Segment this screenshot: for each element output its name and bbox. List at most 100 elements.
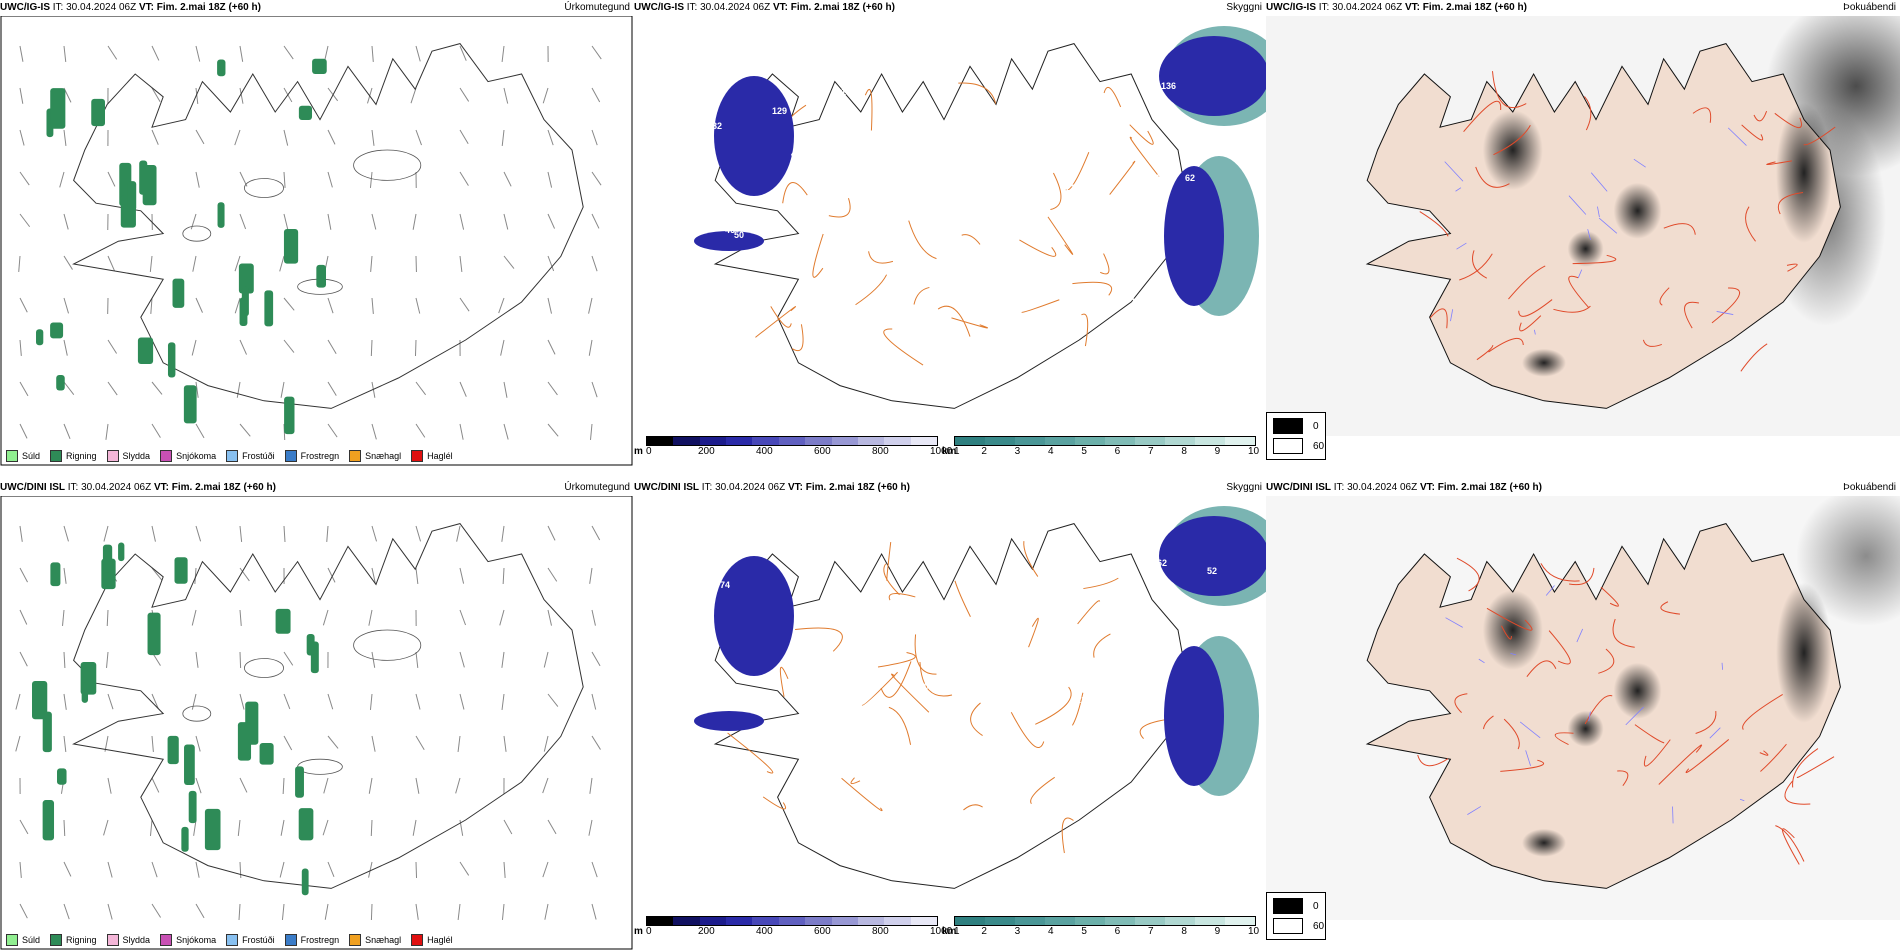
colorbar-tick: 1000 bbox=[930, 446, 953, 457]
legend-label: Snæhagl bbox=[365, 935, 402, 945]
colorbar-segment bbox=[1045, 917, 1075, 925]
colorbar-segment bbox=[857, 917, 885, 925]
vt-label: VT: bbox=[772, 2, 788, 13]
colorbar-segment bbox=[884, 437, 911, 445]
it-value: 30.04.2024 06Z bbox=[1332, 2, 1403, 13]
ceiling-value-label: 44 bbox=[1131, 200, 1141, 210]
ceiling-colorbar: m 0 200 400 600 800 1000 bbox=[634, 436, 952, 462]
legend-label: Haglél bbox=[427, 451, 453, 461]
colorbar-segment bbox=[647, 437, 674, 445]
ceiling-value-label: 37 bbox=[721, 301, 731, 311]
colorbar-segment bbox=[752, 917, 779, 925]
colorbar-segment bbox=[1105, 437, 1135, 445]
legend-label: Súld bbox=[22, 451, 41, 461]
fog-map bbox=[1266, 16, 1900, 436]
ceiling-value-label: 79 bbox=[882, 815, 892, 825]
colorbar-segment bbox=[1165, 437, 1195, 445]
fog-legend-swatch bbox=[1273, 438, 1303, 454]
ceiling-value-label: 74 bbox=[720, 580, 730, 590]
legend-swatch bbox=[6, 934, 18, 946]
panel-header: UWC/DINI ISL IT: 30.04.2024 06Z VT: Fim.… bbox=[0, 480, 634, 496]
legend-item: Rigning bbox=[50, 934, 97, 946]
legend-item: Snæhagl bbox=[349, 934, 401, 946]
ceiling-value-label: 115 bbox=[1163, 318, 1178, 328]
colorbar-segment bbox=[752, 437, 779, 445]
vt-label: VT: bbox=[787, 482, 803, 493]
ceiling-value-label: 87 bbox=[726, 336, 736, 346]
legend-label: Slydda bbox=[122, 451, 151, 461]
legend-label: Haglél bbox=[427, 935, 453, 945]
ceiling-panel-row2: UWC/DINI ISL IT: 30.04.2024 06Z VT: Fim.… bbox=[634, 480, 1266, 950]
colorbar-segment bbox=[831, 917, 858, 925]
fog-legend-label: 0 bbox=[1313, 900, 1319, 912]
legend-item: Slydda bbox=[106, 450, 151, 462]
colorbar-segment bbox=[955, 917, 985, 925]
legend-swatch bbox=[284, 934, 297, 946]
legend-swatch bbox=[226, 934, 239, 946]
colorbar-tick: 6 bbox=[1114, 926, 1121, 937]
colorbar-tick: 1 bbox=[954, 446, 960, 457]
colorbar-segment bbox=[1045, 437, 1075, 445]
fog-legend: 0 60 bbox=[1266, 412, 1326, 460]
colorbar-tick: 4 bbox=[1048, 926, 1054, 937]
it-value: 30.04.2024 06Z bbox=[1347, 482, 1418, 493]
colorbar-unit: m bbox=[634, 926, 643, 937]
legend-item: Súld bbox=[6, 934, 40, 946]
fog-legend-item: 0 bbox=[1273, 898, 1319, 914]
colorbar-segment bbox=[1015, 437, 1045, 445]
ceiling-value-label: 80 bbox=[1151, 724, 1161, 734]
vt-value: Fim. 2.mai 18Z (+60 h) bbox=[790, 2, 895, 13]
vt-value: Fim. 2.mai 18Z (+60 h) bbox=[171, 482, 276, 493]
panel-header: UWC/IG-IS IT: 30.04.2024 06Z VT: Fim. 2.… bbox=[1266, 0, 1900, 16]
colorbar-segment bbox=[1165, 917, 1195, 925]
ceiling-value-label: 46 bbox=[888, 354, 898, 364]
ceiling-map: 127 90 146 88 87 89 86 72 136 47 62 82 44 46 37 129 115 1… bbox=[694, 26, 1266, 409]
colorbar-unit: km bbox=[942, 926, 957, 937]
vt-label: VT: bbox=[1404, 2, 1420, 13]
legend-item: Frostregn bbox=[284, 934, 339, 946]
fog-legend-item: 0 bbox=[1273, 418, 1319, 434]
colorbar-unit: m bbox=[634, 446, 643, 457]
colorbar-tick: 2 bbox=[981, 446, 987, 457]
legend-swatch bbox=[106, 450, 119, 462]
legend-item: Rigning bbox=[50, 450, 97, 462]
ceiling-value-label: 75 bbox=[1006, 345, 1016, 355]
colorbar-tick: 600 bbox=[814, 446, 831, 457]
colorbar-tick: 7 bbox=[1148, 926, 1154, 937]
ceiling-value-label: 47 bbox=[791, 149, 801, 159]
legend-label: Rigning bbox=[66, 451, 97, 461]
precip-map bbox=[0, 16, 633, 466]
ceiling-value-label: 86 bbox=[1140, 165, 1150, 175]
colorbar-segment bbox=[1195, 917, 1225, 925]
colorbar-tick: 400 bbox=[756, 446, 773, 457]
fog-legend-swatch bbox=[1273, 918, 1303, 934]
precip-legend: Súld Rigning Slydda Snjókoma Frostúði Frostre… bbox=[0, 446, 453, 466]
legend-swatch bbox=[50, 934, 63, 946]
legend-item: Snjókoma bbox=[160, 934, 216, 946]
it-label: IT: bbox=[67, 482, 79, 493]
it-label: IT: bbox=[1333, 482, 1345, 493]
legend-label: Snæhagl bbox=[365, 451, 402, 461]
colorbar-strip bbox=[646, 916, 938, 926]
it-value: 30.04.2024 06Z bbox=[81, 482, 152, 493]
legend-label: Frostúði bbox=[242, 935, 275, 945]
colorbar-tick: 200 bbox=[698, 446, 715, 457]
panel-header: UWC/DINI ISL IT: 30.04.2024 06Z VT: Fim.… bbox=[1266, 480, 1900, 496]
colorbar-segment bbox=[647, 917, 674, 925]
legend-label: Slydda bbox=[122, 935, 151, 945]
colorbar-segment bbox=[985, 917, 1015, 925]
colorbar-segment bbox=[1075, 917, 1105, 925]
fog-legend-item: 60 bbox=[1273, 438, 1324, 454]
fog-legend-swatch bbox=[1273, 898, 1303, 914]
colorbar-segment bbox=[673, 917, 700, 925]
precip-panel-row2: UWC/DINI ISL IT: 30.04.2024 06Z VT: Fim.… bbox=[0, 480, 634, 950]
visibility-colorbar: km 1 2 3 4 5 6 7 8 9 10 bbox=[942, 436, 1266, 462]
ceiling-value-label: 101 bbox=[841, 87, 856, 97]
colorbar-segment bbox=[699, 437, 727, 445]
panel-header: UWC/IG-IS IT: 30.04.2024 06Z VT: Fim. 2.… bbox=[0, 0, 634, 16]
legend-item: Haglél bbox=[411, 934, 453, 946]
panel-header: UWC/IG-IS IT: 30.04.2024 06Z VT: Fim. 2.… bbox=[634, 0, 1266, 16]
colorbar-unit: km bbox=[942, 446, 957, 457]
ceiling-value-label: 50 bbox=[919, 681, 929, 691]
